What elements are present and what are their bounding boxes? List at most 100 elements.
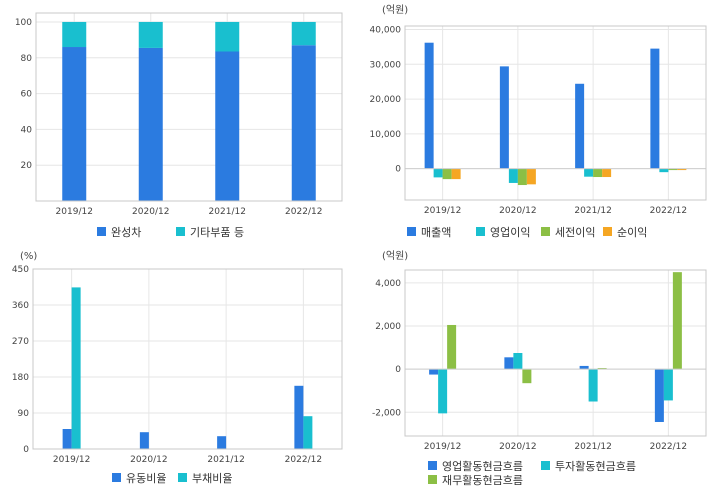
bar xyxy=(433,168,443,178)
x-tick-label: 2022/12 xyxy=(650,206,687,216)
y-tick-label: 180 xyxy=(12,373,29,383)
legend-swatch xyxy=(476,227,485,236)
bar xyxy=(451,168,461,180)
bar xyxy=(517,168,527,186)
unit-label: (억원) xyxy=(382,250,408,262)
bar xyxy=(602,168,612,178)
chart-1: 20 40 60 80 100 2019/12 2020/12 2021/12 2022/12 완… xyxy=(15,12,343,239)
y-tick-label: 2,000 xyxy=(375,322,401,332)
y-tick-label: -2,000 xyxy=(372,408,401,418)
bar xyxy=(508,168,518,183)
chart-3: (%) 0 90 180 270 360 450 2019/12 2020/12 2021/12 2… xyxy=(12,251,343,485)
x-tick-label: 2021/12 xyxy=(574,442,611,452)
bar xyxy=(584,168,594,177)
bar xyxy=(504,357,514,370)
bar xyxy=(672,272,682,370)
legend-label: 기타부품 등 xyxy=(190,226,244,239)
bar xyxy=(139,432,149,449)
y-tick-label: 450 xyxy=(12,265,29,275)
x-tick-label: 2022/12 xyxy=(285,455,322,465)
chart-2: (억원) 0 10,000 20,000 30,000 40,000 2019/12 2020… xyxy=(370,4,707,239)
y-tick-label: 10,000 xyxy=(370,130,402,140)
legend-label: 순이익 xyxy=(617,226,647,239)
y-tick-label: 20,000 xyxy=(370,95,402,105)
bar xyxy=(303,416,313,449)
bar xyxy=(668,168,678,171)
y-tick-label: 20 xyxy=(21,161,33,171)
x-tick-label: 2021/12 xyxy=(207,455,244,465)
x-tick-label: 2021/12 xyxy=(574,206,611,216)
legend-label: 부채비율 xyxy=(192,472,232,485)
bar xyxy=(677,168,687,171)
bar xyxy=(424,42,434,169)
x-tick-label: 2021/12 xyxy=(209,207,246,217)
bar xyxy=(526,168,536,185)
legend-swatch xyxy=(428,461,437,470)
legend-swatch xyxy=(407,227,416,236)
plot-frame xyxy=(404,269,707,437)
bar xyxy=(593,168,603,178)
bar xyxy=(215,51,240,201)
legend-swatch xyxy=(176,227,185,236)
y-tick-label: 0 xyxy=(395,365,401,375)
legend-swatch xyxy=(541,227,550,236)
y-tick-label: 0 xyxy=(395,165,401,175)
y-tick-label: 40 xyxy=(21,125,33,135)
bar xyxy=(588,369,598,402)
bar xyxy=(499,66,509,169)
bar xyxy=(62,47,87,202)
x-tick-label: 2019/12 xyxy=(56,207,93,217)
bar xyxy=(291,45,316,201)
bar xyxy=(217,436,227,449)
legend-swatch xyxy=(97,227,106,236)
x-tick-label: 2019/12 xyxy=(53,455,90,465)
x-tick-label: 2019/12 xyxy=(424,206,461,216)
x-tick-label: 2020/12 xyxy=(132,207,169,217)
plot-frame xyxy=(32,268,343,450)
plot-frame xyxy=(404,25,707,201)
bar xyxy=(438,369,448,414)
y-tick-label: 360 xyxy=(12,301,29,311)
x-tick-label: 2022/12 xyxy=(650,442,687,452)
y-tick-label: 40,000 xyxy=(370,25,402,35)
y-tick-label: 0 xyxy=(23,445,29,455)
legend-label: 영업이익 xyxy=(490,226,530,239)
bar xyxy=(138,21,163,48)
bar xyxy=(650,48,660,169)
legend-label: 투자활동현금흐름 xyxy=(555,459,636,473)
x-tick-label: 2020/12 xyxy=(130,455,167,465)
bar xyxy=(659,168,669,173)
unit-label: (억원) xyxy=(382,4,408,16)
bar xyxy=(663,369,673,401)
x-tick-label: 2019/12 xyxy=(424,442,461,452)
y-tick-label: 4,000 xyxy=(375,279,401,289)
legend-swatch xyxy=(112,473,121,482)
x-tick-label: 2022/12 xyxy=(285,207,322,217)
legend-swatch xyxy=(428,475,437,484)
bar xyxy=(575,83,585,169)
bar xyxy=(62,429,72,449)
legend-swatch xyxy=(541,461,550,470)
legend-label: 유동비율 xyxy=(126,472,166,485)
y-tick-label: 270 xyxy=(12,337,29,347)
bar xyxy=(579,365,589,370)
bar xyxy=(447,324,457,370)
bar xyxy=(442,168,452,180)
legend-label: 세전이익 xyxy=(555,226,595,239)
bar xyxy=(513,353,523,370)
bar xyxy=(71,287,81,449)
legend-label: 재무활동현금흐름 xyxy=(442,473,523,487)
bar xyxy=(138,47,163,201)
y-tick-label: 80 xyxy=(21,54,33,64)
bar xyxy=(291,21,316,46)
y-tick-label: 60 xyxy=(21,90,33,100)
y-tick-label: 30,000 xyxy=(370,60,402,70)
bar xyxy=(654,369,664,422)
legend-swatch xyxy=(603,227,612,236)
legend-label: 영업활동현금흐름 xyxy=(442,459,523,473)
bar xyxy=(294,385,304,449)
legend-swatch xyxy=(178,473,187,482)
bar xyxy=(62,21,87,48)
